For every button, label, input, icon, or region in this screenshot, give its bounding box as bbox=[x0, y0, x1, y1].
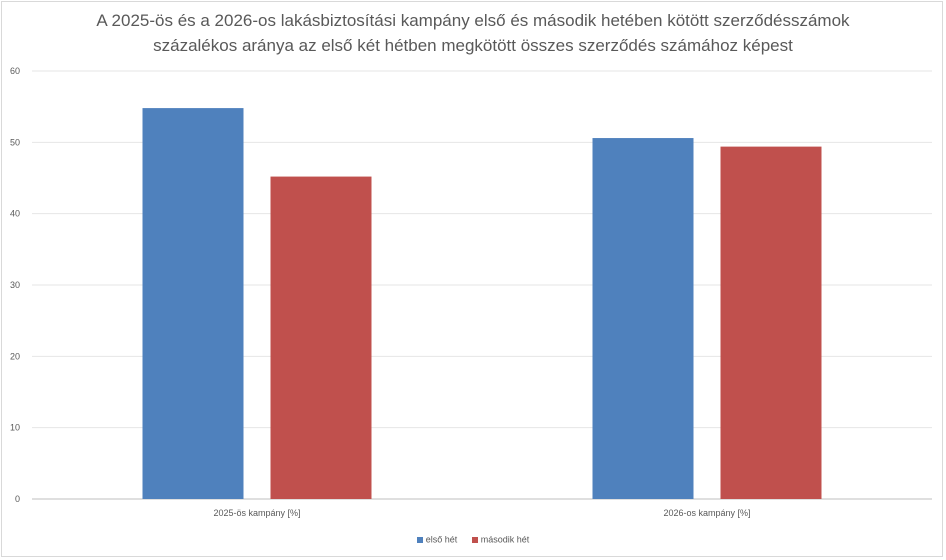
y-tick-label: 20 bbox=[10, 351, 20, 361]
legend-item-first-week: első hét bbox=[416, 534, 458, 545]
chart-title-line-1: A 2025-ös és a 2026-os lakásbiztosítási … bbox=[96, 11, 850, 30]
legend-swatch-first-week bbox=[416, 536, 423, 543]
y-tick-label: 60 bbox=[10, 66, 20, 76]
y-tick-label: 40 bbox=[10, 209, 20, 219]
x-category-label: 2026-os kampány [%] bbox=[663, 508, 750, 518]
legend-swatch-second-week bbox=[471, 536, 478, 543]
y-tick-label: 30 bbox=[10, 280, 20, 290]
legend-item-second-week: második hét bbox=[471, 534, 530, 545]
bar-first-week bbox=[592, 138, 694, 499]
legend-label-first-week: első hét bbox=[425, 534, 458, 545]
bar-second-week bbox=[270, 176, 372, 499]
legend: első hét második hét bbox=[0, 534, 946, 545]
bar-first-week bbox=[142, 108, 244, 500]
legend-label-second-week: második hét bbox=[480, 534, 530, 545]
y-tick-label: 0 bbox=[15, 494, 20, 504]
y-tick-label: 10 bbox=[10, 423, 20, 433]
y-tick-label: 50 bbox=[10, 137, 20, 147]
x-category-label: 2025-ös kampány [%] bbox=[213, 508, 300, 518]
chart-title-line-2: százalékos aránya az első két hétben meg… bbox=[153, 36, 793, 55]
bar-second-week bbox=[720, 146, 822, 499]
chart-title: A 2025-ös és a 2026-os lakásbiztosítási … bbox=[40, 8, 906, 58]
